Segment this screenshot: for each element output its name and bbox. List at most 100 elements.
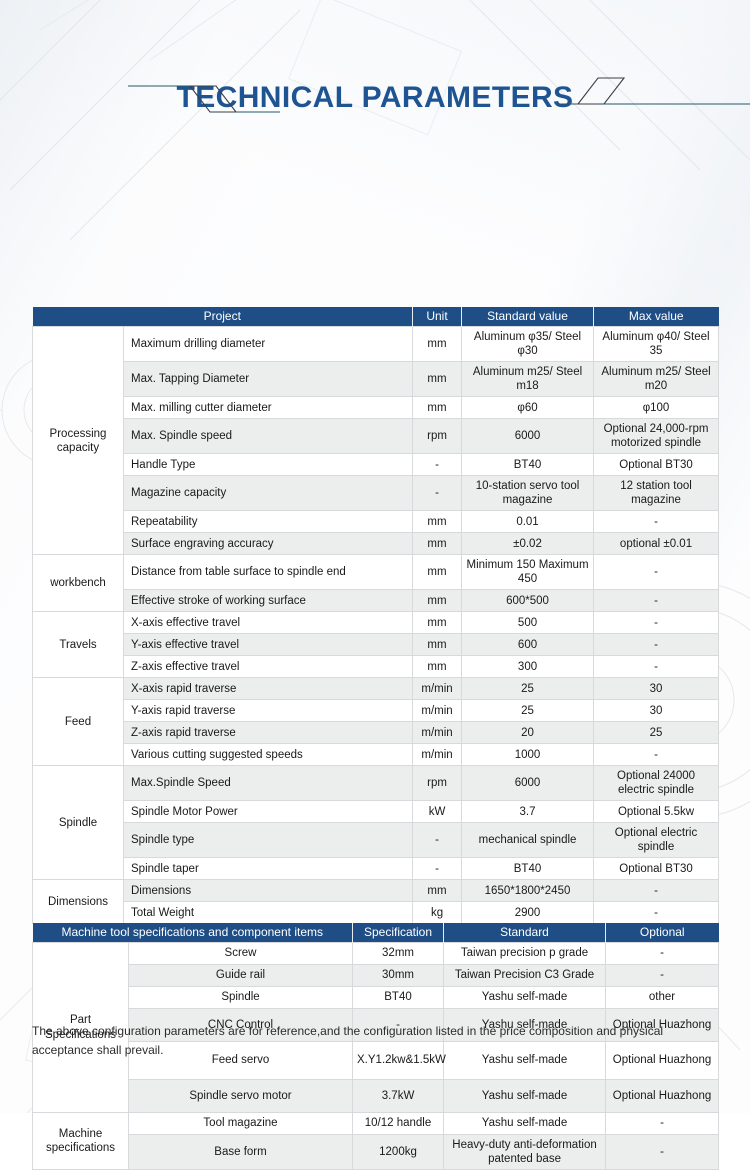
cell-standard: Taiwan Precision C3 Grade	[443, 964, 607, 987]
cell-item: Repeatability	[122, 510, 414, 534]
cell-item: Spindle	[127, 986, 354, 1009]
cell-max: 30	[593, 699, 720, 723]
cell-item: Max.Spindle Speed	[122, 765, 414, 802]
footer-note: The above configuration parameters are f…	[32, 1024, 664, 1057]
cell-standard: 1000	[461, 743, 595, 767]
cell-spec: 10/12 handle	[352, 1112, 445, 1135]
table-row: Total Weight kg 2900-	[33, 901, 720, 925]
table-row: Guide rail 30mm Taiwan Precision C3 Grade -	[33, 964, 720, 987]
cell-item: Max. Spindle speed	[122, 418, 414, 455]
cell-item: Handle Type	[122, 453, 414, 477]
cell-max: 30	[593, 677, 720, 701]
title-decoration-right-icon	[556, 77, 750, 105]
col-header-project: Project	[32, 307, 413, 327]
cell-item: Max. milling cutter diameter	[122, 396, 414, 420]
cell-unit: m/min	[412, 743, 463, 767]
table-row: Spindle BT40 Yashu self-made other	[33, 986, 720, 1009]
cell-max: Optional 24,000-rpm motorized spindle	[593, 418, 720, 455]
table-row: Spindle type - mechanical spindle Optional …	[33, 822, 720, 859]
cell-max: -	[593, 589, 720, 613]
table-row: Feed X-axis rapid traverse m/min 25 30	[32, 677, 720, 767]
cell-item: Distance from table surface to spindle e…	[122, 554, 414, 591]
cell-item: Surface engraving accuracy	[122, 532, 414, 556]
cell-max: optional ±0.01	[593, 532, 720, 556]
table-row: Magazine capacity -10-station servo tool …	[33, 475, 720, 512]
cell-standard: 600*500	[461, 589, 595, 613]
cell-item: Spindle type	[122, 822, 414, 859]
cell-standard: Yashu self-made	[443, 1079, 607, 1113]
cell-standard: 6000	[461, 418, 595, 455]
title-decoration-left-icon	[128, 85, 280, 113]
col-header-specification: Specification	[352, 923, 444, 943]
table-row: Spindle servo motor 3.7kW Yashu self-made O…	[33, 1079, 720, 1113]
col-header-optional: Optional	[605, 923, 719, 943]
cell-max: -	[593, 554, 720, 591]
cell-standard: BT40	[461, 857, 595, 881]
cell-item: Spindle servo motor	[127, 1079, 354, 1113]
cell-max: -	[593, 901, 720, 925]
row-group-label: Spindle	[32, 765, 124, 881]
table-row: Machine specifications Tool magazine 10/12…	[32, 1111, 720, 1170]
cell-unit: -	[412, 822, 463, 859]
cell-spec: 1200kg	[352, 1133, 445, 1170]
cell-unit: m/min	[412, 721, 463, 745]
table-row: Z-axis rapid traverse m/min 20 25	[33, 721, 720, 745]
cell-optional: other	[605, 986, 720, 1009]
table-row: Z-axis effective travel mm 300-	[33, 655, 720, 679]
table-row: Effective stroke of working surface mm 600…	[33, 589, 720, 613]
technical-parameters-table: Project Unit Standard value Max value Pr…	[32, 307, 720, 925]
row-group-label: Travels	[32, 611, 124, 679]
table-header-row: Machine tool specifications and componen…	[32, 923, 719, 943]
cell-max: Optional BT30	[593, 857, 720, 881]
cell-unit: mm	[412, 879, 463, 903]
cell-item: Total Weight	[122, 901, 414, 925]
cell-item: Y-axis effective travel	[122, 633, 414, 657]
cell-unit: mm	[412, 611, 463, 635]
table-row: Handle Type - BT40 Optional BT30	[33, 453, 720, 477]
row-group-label: workbench	[32, 554, 124, 613]
table-row: Dimensions Dimensions mm 1650*1800*2450-	[32, 879, 720, 925]
cell-unit: m/min	[412, 677, 463, 701]
table-header-row: Project Unit Standard value Max value	[32, 307, 719, 327]
cell-optional: -	[605, 964, 720, 987]
cell-standard: 25	[461, 677, 595, 701]
table-row: Travels X-axis effective travel mm 500-	[32, 611, 720, 679]
cell-standard: 300	[461, 655, 595, 679]
cell-max: Optional BT30	[593, 453, 720, 477]
col-header-standard: Standard	[443, 923, 606, 943]
cell-unit: -	[412, 475, 463, 512]
cell-unit: mm	[412, 325, 463, 363]
cell-unit: rpm	[412, 418, 463, 455]
row-group-label: Processing capacity	[32, 325, 124, 556]
cell-max: Aluminum φ40/ Steel 35	[593, 325, 720, 363]
table-row: workbench Distance from table surface to …	[32, 554, 720, 613]
table-row: Processing capacity Maximum drilling diam…	[32, 325, 720, 556]
cell-item: Maximum drilling diameter	[122, 325, 414, 363]
cell-max: φ100	[593, 396, 720, 420]
cell-max: Optional 5.5kw	[593, 800, 720, 824]
table-row: Spindle taper - BT40 Optional BT30	[33, 857, 720, 881]
row-group-label: Machine specifications	[32, 1111, 129, 1170]
cell-unit: mm	[412, 633, 463, 657]
cell-item: Magazine capacity	[122, 475, 414, 512]
cell-max: 25	[593, 721, 720, 745]
cell-standard: Aluminum m25/ Steel m18	[461, 361, 595, 398]
cell-max: -	[593, 655, 720, 679]
cell-item: Y-axis rapid traverse	[122, 699, 414, 723]
cell-standard: Heavy-duty anti-deformation patented bas…	[443, 1133, 607, 1170]
cell-item: Spindle taper	[122, 857, 414, 881]
cell-item: Max. Tapping Diameter	[122, 361, 414, 398]
cell-unit: mm	[412, 396, 463, 420]
table-row: Various cutting suggested speeds m/min 100…	[33, 743, 720, 767]
cell-standard: Yashu self-made	[443, 986, 607, 1009]
cell-unit: -	[412, 453, 463, 477]
cell-max: Aluminum m25/ Steel m20	[593, 361, 720, 398]
cell-unit: mm	[412, 532, 463, 556]
cell-spec: 32mm	[352, 942, 445, 965]
cell-optional: Optional Huazhong	[605, 1079, 720, 1113]
cell-standard: BT40	[461, 453, 595, 477]
cell-item: Screw	[127, 942, 354, 965]
cell-unit: mm	[412, 589, 463, 613]
col-header-unit: Unit	[412, 307, 462, 327]
cell-standard: ±0.02	[461, 532, 595, 556]
